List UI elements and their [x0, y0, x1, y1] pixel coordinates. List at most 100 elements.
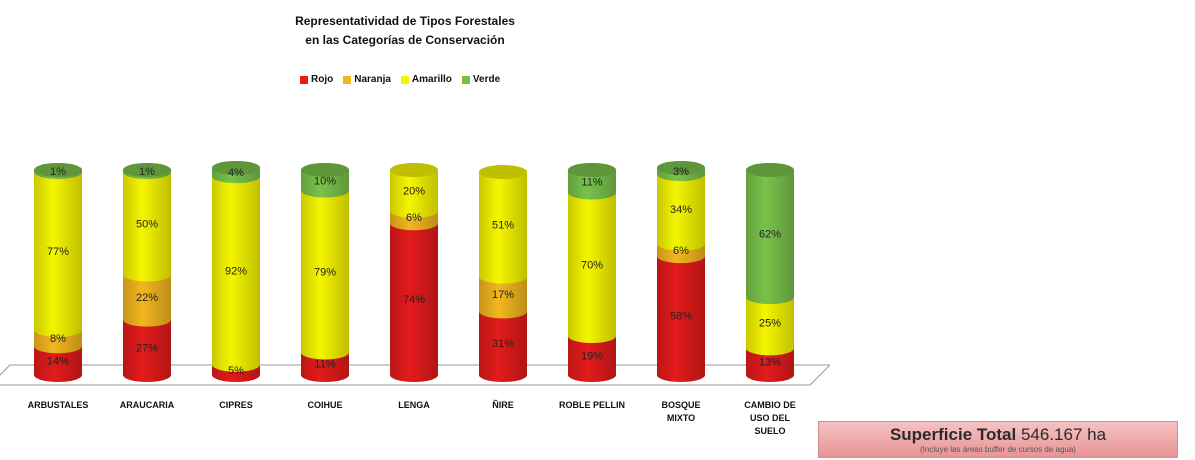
bar-segment-rojo: [123, 312, 171, 382]
category-label: CAMBIO DE USO DEL SUELO: [725, 399, 815, 438]
legend-swatch: [300, 75, 308, 84]
chart-title-line-2: en las Categorías de Conservación: [305, 33, 505, 47]
chart-plot: 14% 8% 77% 1% 27% 22% 50% 1% 5% 92% 4% 11% 79% 10% 74%…: [0, 160, 830, 386]
bar-segment-amarillo: [479, 165, 527, 284]
legend-label: Verde: [472, 74, 501, 85]
data-label: 34%: [670, 204, 692, 216]
legend-swatch: [461, 75, 470, 84]
bar-segment-amarillo: [212, 169, 260, 372]
bar-stack: 19% 70% 11%: [568, 163, 616, 382]
data-label: 4%: [228, 167, 244, 179]
category-label: ARBUSTALES: [13, 399, 103, 412]
bar-segment-amarillo: [301, 183, 349, 360]
category-label-line: ARBUSTALES: [27, 400, 89, 410]
category-label-line: BOSQUE: [661, 400, 701, 410]
data-label: 25%: [759, 318, 781, 330]
category-label-line: CIPRES: [219, 400, 253, 410]
total-surface-value: 546.167 ha: [1020, 425, 1107, 444]
data-label: 92%: [225, 265, 247, 277]
legend-label: Rojo: [311, 74, 334, 85]
total-surface-text: Superficie Total 546.167 ha: [819, 424, 1177, 445]
data-label: 77%: [47, 246, 69, 258]
category-label-line: ARAUCARIA: [119, 400, 175, 410]
data-label: 1%: [50, 166, 66, 178]
bar-stack: 13% 25% 62%: [746, 163, 794, 382]
bar-cap: [34, 163, 82, 177]
bar-stack: 31% 17% 51%: [479, 165, 527, 382]
category-label-line: ROBLE PELLIN: [558, 400, 625, 410]
bar-stack: 27% 22% 50% 1%: [123, 163, 171, 382]
data-label: 51%: [492, 219, 514, 231]
bar-stack: 5% 92% 4%: [212, 160, 260, 382]
category-label: ARAUCARIA: [102, 399, 192, 412]
legend-swatch: [343, 75, 352, 84]
legend-swatch: [400, 75, 409, 84]
category-label: ÑIRE: [458, 399, 548, 412]
data-label: 22%: [136, 292, 158, 304]
total-surface-label: Superficie Total: [889, 425, 1017, 444]
bar-segment-amarillo: [746, 290, 794, 356]
bar-segment-amarillo: [390, 163, 438, 218]
category-label-line: SUELO: [754, 426, 786, 436]
bar-segment-verde: [746, 163, 794, 305]
bar-cap: [390, 163, 438, 177]
category-label: COIHUE: [280, 399, 370, 412]
bar-cap: [568, 163, 616, 177]
category-label: CIPRES: [191, 399, 281, 412]
legend-item-naranja: Naranja: [343, 74, 391, 85]
data-label: 13%: [759, 357, 781, 369]
data-label: 1%: [139, 166, 155, 178]
bar-segment-rojo: [657, 249, 705, 382]
data-label: 14%: [47, 356, 69, 368]
total-surface-box: Superficie Total 546.167 ha (Incluye las…: [818, 421, 1178, 458]
data-label: 31%: [492, 338, 514, 350]
bar-segment-rojo: [568, 329, 616, 382]
bar-cap: [301, 163, 349, 177]
data-label: 6%: [406, 212, 422, 224]
category-label: BOSQUE MIXTO: [636, 399, 726, 425]
data-label: 58%: [670, 311, 692, 323]
data-label: 20%: [403, 186, 425, 198]
bar-stack: 11% 79% 10%: [301, 163, 349, 382]
data-label: 70%: [581, 259, 603, 271]
data-label: 79%: [314, 266, 336, 278]
bar-stack: 14% 8% 77% 1%: [34, 163, 82, 382]
bar-segment-rojo: [390, 216, 438, 382]
legend-item-verde: Verde: [461, 74, 501, 85]
data-label: 6%: [673, 245, 689, 257]
category-label: LENGA: [369, 399, 459, 412]
category-label-line: USO DEL: [749, 413, 790, 423]
data-label: 8%: [50, 333, 66, 345]
bar-stack: 58% 6% 34% 3%: [657, 160, 705, 382]
category-label-line: MIXTO: [666, 413, 696, 423]
legend-label: Naranja: [354, 74, 391, 85]
bar-segment-naranja: [123, 267, 171, 327]
category-label-line: LENGA: [398, 400, 430, 410]
data-label: 74%: [403, 294, 425, 306]
bar-cap: [746, 163, 794, 177]
chart-title-line-1: Representatividad de Tipos Forestales: [295, 14, 515, 28]
bar-segment-amarillo: [34, 165, 82, 337]
category-label-line: CAMBIO DE: [744, 400, 796, 410]
bar-segment-amarillo: [568, 185, 616, 344]
data-label: 17%: [492, 289, 514, 301]
category-label-line: COIHUE: [307, 400, 343, 410]
chart-legend: Rojo Naranja Amarillo Verde: [300, 74, 500, 85]
legend-item-amarillo: Amarillo: [400, 74, 452, 85]
bar-segment-amarillo: [123, 165, 171, 282]
data-label: 27%: [136, 342, 158, 354]
bar-cap: [212, 160, 260, 175]
legend-item-rojo: Rojo: [300, 74, 333, 85]
category-label: ROBLE PELLIN: [547, 399, 637, 412]
data-label: 3%: [673, 166, 689, 178]
legend-label: Amarillo: [411, 74, 452, 85]
data-label: 19%: [581, 351, 603, 363]
bar-segment-amarillo: [657, 167, 705, 251]
bar-cap: [479, 165, 527, 180]
data-label: 62%: [759, 229, 781, 241]
category-label-line: ÑIRE: [492, 400, 514, 410]
total-surface-note: (Incluye las áreas buffer de cursos de a…: [920, 445, 1076, 454]
bar-stack: 74% 6% 20%: [390, 163, 438, 382]
data-label: 5%: [228, 365, 244, 377]
data-label: 10%: [314, 175, 336, 187]
